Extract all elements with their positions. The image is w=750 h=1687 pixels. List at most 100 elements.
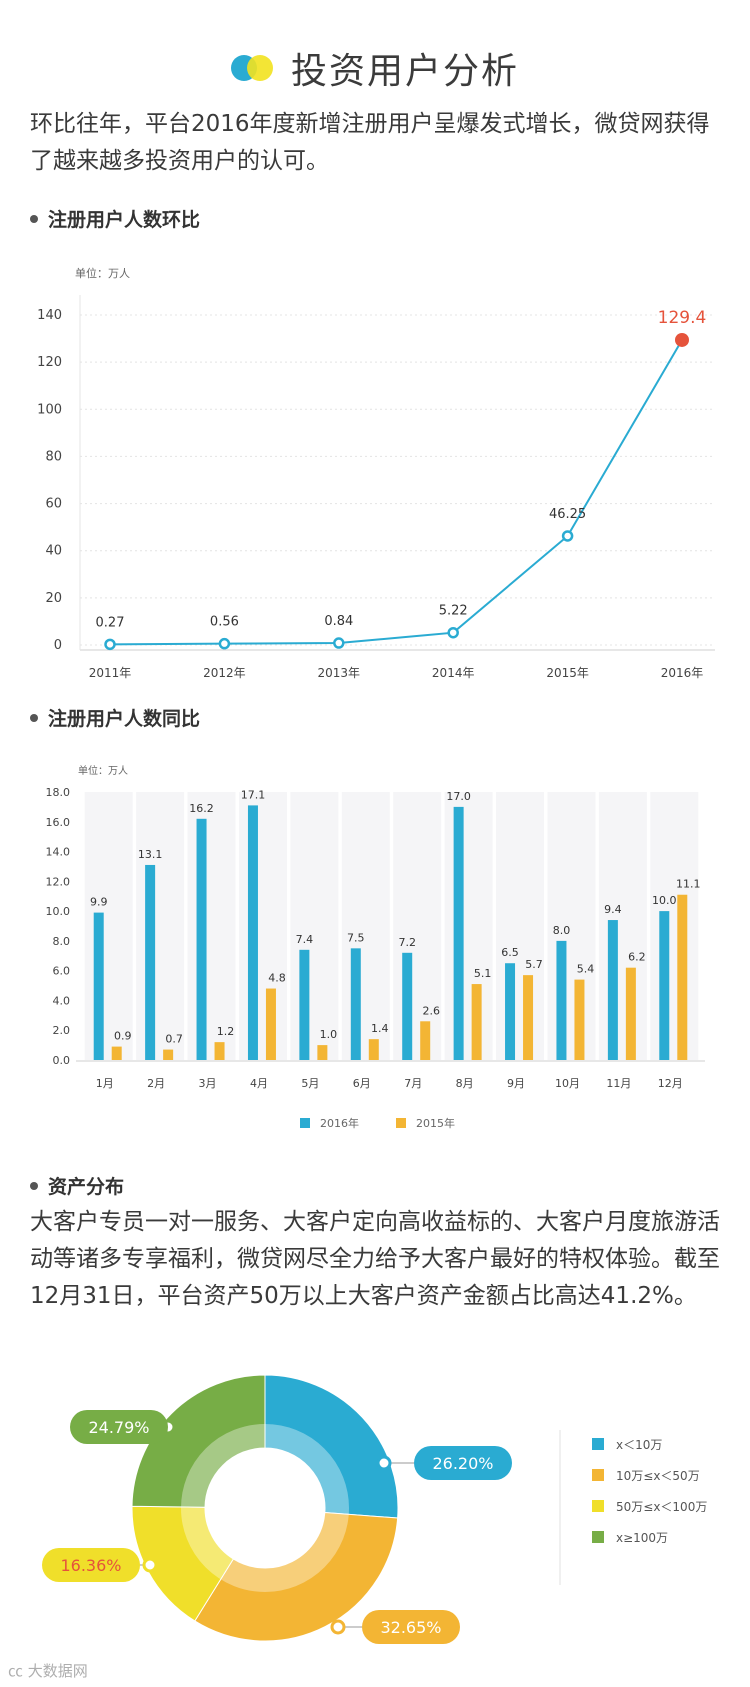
bar-group-background	[341, 792, 390, 1060]
bar-2016-label: 8.0	[553, 924, 571, 937]
line-series-path	[109, 339, 683, 646]
line-point	[104, 638, 116, 651]
bar-2016-label: 13.1	[138, 848, 163, 861]
bar-legend-swatch	[396, 1118, 406, 1128]
line-x-tick: 2015年	[546, 666, 589, 680]
bar-2016	[556, 940, 567, 1060]
bar-2016-label: 7.2	[398, 936, 416, 949]
bar-2015-label: 6.2	[628, 951, 646, 964]
bar-2015-label: 1.4	[371, 1022, 389, 1035]
bar-2015	[265, 988, 276, 1060]
line-data-label: 0.84	[324, 614, 353, 629]
bar-2015	[317, 1045, 328, 1060]
bar-2015	[214, 1042, 225, 1060]
bar-y-tick: 0.0	[53, 1054, 71, 1067]
bar-2016	[659, 911, 670, 1060]
bar-2016-label: 7.4	[296, 933, 314, 946]
bar-2015	[523, 975, 534, 1060]
bar-2016	[145, 864, 156, 1060]
page-title: 投资用户分析	[0, 42, 750, 94]
asset-text: 大客户专员一对一服务、大客户定向高收益标的、大客户月度旅游活动等诸多专享福利，微…	[30, 1209, 720, 1309]
bar-2015-label: 0.9	[114, 1030, 132, 1043]
bar-group-background	[547, 792, 596, 1060]
bar-x-tick: 5月	[301, 1077, 319, 1090]
donut-percent-label: 32.65%	[380, 1618, 441, 1637]
bar-2016-label: 9.4	[604, 903, 622, 916]
bar-legend-label: 2015年	[416, 1116, 455, 1130]
bar-2016	[505, 963, 516, 1060]
bar-2016	[402, 952, 413, 1060]
bar-2016	[299, 949, 310, 1060]
line-x-tick: 2016年	[661, 666, 704, 680]
line-y-tick: 80	[45, 449, 62, 464]
bar-group-background	[598, 792, 647, 1060]
bar-2015	[471, 984, 482, 1060]
donut-callout-pill	[414, 1446, 512, 1480]
bar-y-tick: 6.0	[53, 965, 71, 978]
donut-chart: 26.20% 32.65% 16.36% 24.79% x＜10万 10万≤x＜50万 50…	[42, 1374, 707, 1644]
line-point-highlight	[675, 332, 689, 347]
donut-legend-label: x≥100万	[616, 1531, 668, 1545]
line-x-tick: 2011年	[89, 666, 132, 680]
donut-callout-pill	[42, 1548, 140, 1582]
bar-group-background	[84, 792, 133, 1060]
line-y-tick: 20	[45, 591, 62, 606]
bar-2015	[625, 967, 636, 1060]
bar-2016-label: 6.5	[501, 946, 519, 959]
bar-y-tick: 8.0	[53, 935, 71, 948]
watermark: ㏄ 大数据网	[8, 1662, 88, 1680]
line-point	[218, 637, 231, 650]
donut-percent-label: 16.36%	[60, 1556, 121, 1575]
bar-group-background	[238, 792, 287, 1060]
bar-x-tick: 4月	[250, 1077, 268, 1090]
bar-legend-swatch	[300, 1118, 310, 1128]
donut-callout-pill	[362, 1610, 460, 1644]
intro-text: 环比往年，平台2016年度新增注册用户呈爆发式增长，微贷网获得了越来越多投资用户…	[30, 111, 710, 174]
bar-x-tick: 6月	[353, 1077, 371, 1090]
line-y-tick: 120	[37, 355, 62, 370]
bar-group-background	[444, 792, 493, 1060]
bar-2016-label: 9.9	[90, 896, 108, 909]
bar-x-tick: 7月	[404, 1077, 422, 1090]
bar-2015-label: 1.2	[217, 1025, 235, 1038]
page-title-text: 投资用户分析	[290, 51, 519, 92]
line-data-label: 0.27	[96, 615, 125, 630]
bar-x-tick: 10月	[555, 1077, 580, 1090]
bar-group-background	[393, 792, 442, 1060]
bar-legend-label: 2016年	[320, 1116, 359, 1130]
donut-legend-swatch	[592, 1500, 604, 1512]
bar-2015-label: 5.4	[577, 963, 595, 976]
donut-legend-swatch	[592, 1469, 604, 1481]
line-data-label: 129.4	[658, 308, 707, 328]
bar-group-background	[136, 792, 185, 1060]
bar-2016	[196, 818, 207, 1060]
bar-2015-label: 4.8	[268, 972, 286, 985]
bar-2015-label: 1.0	[320, 1028, 338, 1041]
bar-x-tick: 3月	[199, 1077, 217, 1090]
donut-inner-ring	[181, 1424, 349, 1592]
line-y-tick: 40	[45, 544, 62, 559]
line-chart: 单位：万人 0 20 40 60 80 100 120 140 2011年 2012年 2013年 20…	[37, 266, 715, 680]
asset-section-title: 资产分布	[30, 1172, 124, 1199]
bar-2016	[247, 805, 258, 1060]
bullet-icon	[30, 214, 38, 223]
bar-2016-label: 10.0	[652, 894, 677, 907]
bar-2016	[453, 806, 464, 1060]
bar-x-tick: 9月	[507, 1077, 525, 1090]
bar-2015-label: 11.1	[676, 878, 701, 891]
bar-chart: 单位：万人 0.0 2.0 4.0 6.0 8.0 10.0 12.0 14.0 16.0 18.0…	[46, 764, 705, 1130]
donut-legend-label: x＜10万	[616, 1438, 662, 1452]
bar-unit-label: 单位：万人	[78, 764, 128, 777]
line-point	[333, 637, 345, 649]
bar-2016	[93, 912, 104, 1060]
bar-2015-label: 5.1	[474, 967, 492, 980]
donut-legend-label: 10万≤x＜50万	[616, 1469, 700, 1483]
line-x-tick: 2012年	[203, 666, 246, 680]
bar-2016-label: 7.5	[347, 931, 365, 944]
line-y-tick: 100	[37, 402, 62, 417]
bar-2016-label: 17.1	[241, 788, 266, 801]
line-x-tick: 2014年	[432, 666, 475, 680]
bar-2016-label: 17.0	[446, 790, 471, 803]
bar-2015	[111, 1046, 122, 1060]
bar-x-tick: 12月	[658, 1077, 683, 1090]
